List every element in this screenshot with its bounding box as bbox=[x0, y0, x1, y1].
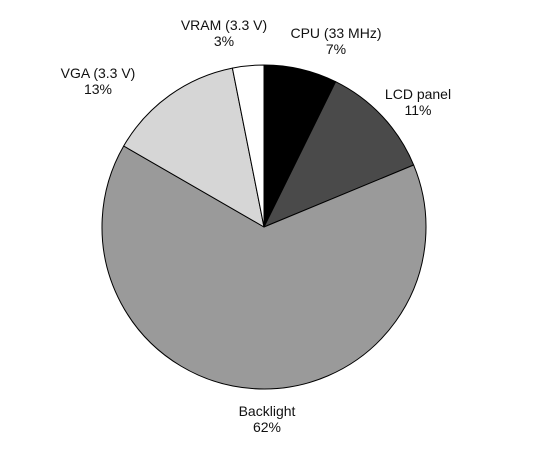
slice-value-vram-3-3-v: 3% bbox=[214, 33, 234, 49]
pie-slice-vga-3-3-v bbox=[123, 67, 265, 228]
slice-value-cpu-33-mhz: 7% bbox=[326, 41, 346, 57]
slice-label-vga-3-3-v: VGA (3.3 V) bbox=[61, 65, 136, 81]
pie-slices bbox=[101, 64, 427, 390]
pie-slice-backlight bbox=[101, 145, 427, 390]
pie-slice-vram-3-3-v bbox=[231, 64, 265, 228]
slice-value-vga-3-3-v: 13% bbox=[84, 81, 112, 97]
slice-label-cpu-33-mhz: CPU (33 MHz) bbox=[290, 25, 381, 41]
slice-value-lcd-panel: 11% bbox=[405, 102, 432, 118]
slice-label-lcd-panel: LCD panel bbox=[385, 86, 451, 102]
slice-label-backlight: Backlight bbox=[239, 403, 296, 419]
slice-label-vram-3-3-v: VRAM (3.3 V) bbox=[181, 17, 267, 33]
slice-value-backlight: 62% bbox=[253, 419, 281, 435]
pie-slice-lcd-panel bbox=[263, 81, 415, 228]
